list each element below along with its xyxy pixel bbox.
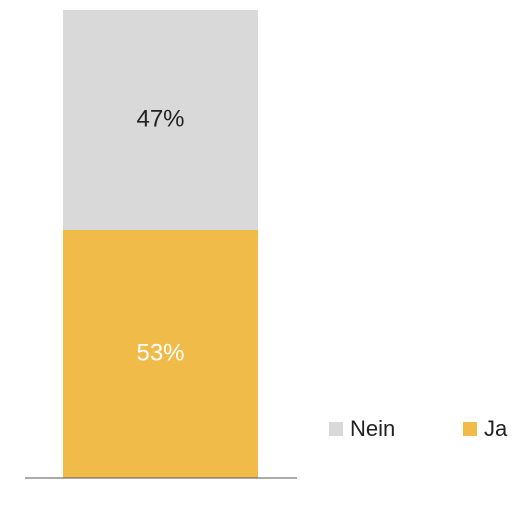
- data-label: 47%: [136, 105, 184, 132]
- legend-label: Ja: [484, 416, 508, 441]
- legend-label: Nein: [350, 416, 395, 441]
- legend-swatch: [329, 422, 343, 436]
- legend-swatch: [463, 422, 477, 436]
- data-label: 53%: [136, 339, 184, 366]
- bar-segment: [63, 10, 258, 230]
- bar-segment: [63, 229, 258, 478]
